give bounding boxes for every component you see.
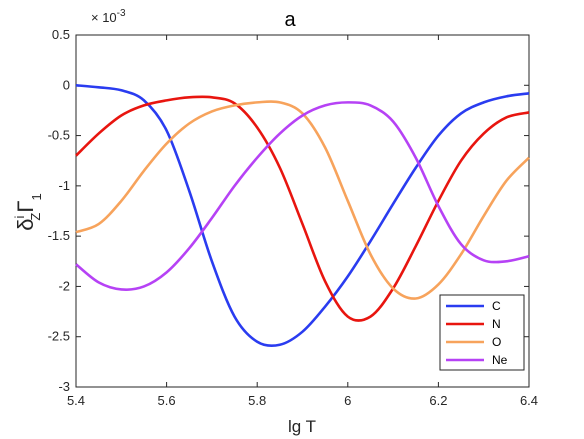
y-axis-label-text: δiZΓ1	[12, 193, 44, 230]
legend: CNO Ne	[439, 294, 525, 371]
x-tick-label: 5.8	[248, 393, 266, 408]
series-line-ne	[75, 101, 530, 291]
series-line-n	[75, 95, 530, 322]
y-label-subscript: Z	[28, 213, 43, 221]
legend-label-o: O	[492, 335, 501, 349]
y-tick-label: 0	[63, 77, 70, 92]
y-tick-label: -3	[58, 379, 70, 394]
legend-box	[439, 294, 525, 371]
y-label-delta: δ	[13, 218, 38, 230]
x-tick-label: 6.2	[429, 393, 447, 408]
series-line-c	[75, 83, 530, 348]
exponent-base: × 10	[91, 10, 117, 25]
y-tick-label: -1	[58, 178, 70, 193]
legend-label-c: C	[492, 299, 501, 313]
series-lines	[75, 83, 530, 348]
series-line-o	[75, 100, 530, 300]
chart-title: a	[284, 9, 296, 31]
y-tick-label: -2	[58, 278, 70, 293]
y-tick-label: -1.5	[48, 228, 70, 243]
x-axis-label: lg T	[288, 417, 316, 436]
y-label-superscript: i	[12, 215, 27, 218]
x-tick-label: 6.4	[520, 393, 538, 408]
x-tick-label: 6	[344, 393, 351, 408]
y-label-index: 1	[29, 193, 44, 200]
exponent-power: -3	[117, 8, 126, 19]
exponent-label: × 10-3	[91, 8, 126, 25]
y-tick-label: 0.5	[52, 27, 70, 42]
axis-ticks: 5.4 5.6 5.8 6 6.2 6.4 0.5 0 -0.5 -1 -1.5 -2 -2.5 -3	[48, 27, 538, 408]
y-tick-label: -0.5	[48, 128, 70, 143]
x-tick-label: 5.4	[67, 393, 85, 408]
x-tick-label: 5.6	[158, 393, 176, 408]
y-axis-label: δiZΓ1	[12, 193, 44, 230]
y-tick-label: -2.5	[48, 329, 70, 344]
legend-label-n: N	[492, 317, 501, 331]
legend-label-ne: Ne	[492, 353, 508, 367]
y-label-gamma: Γ	[13, 201, 38, 213]
